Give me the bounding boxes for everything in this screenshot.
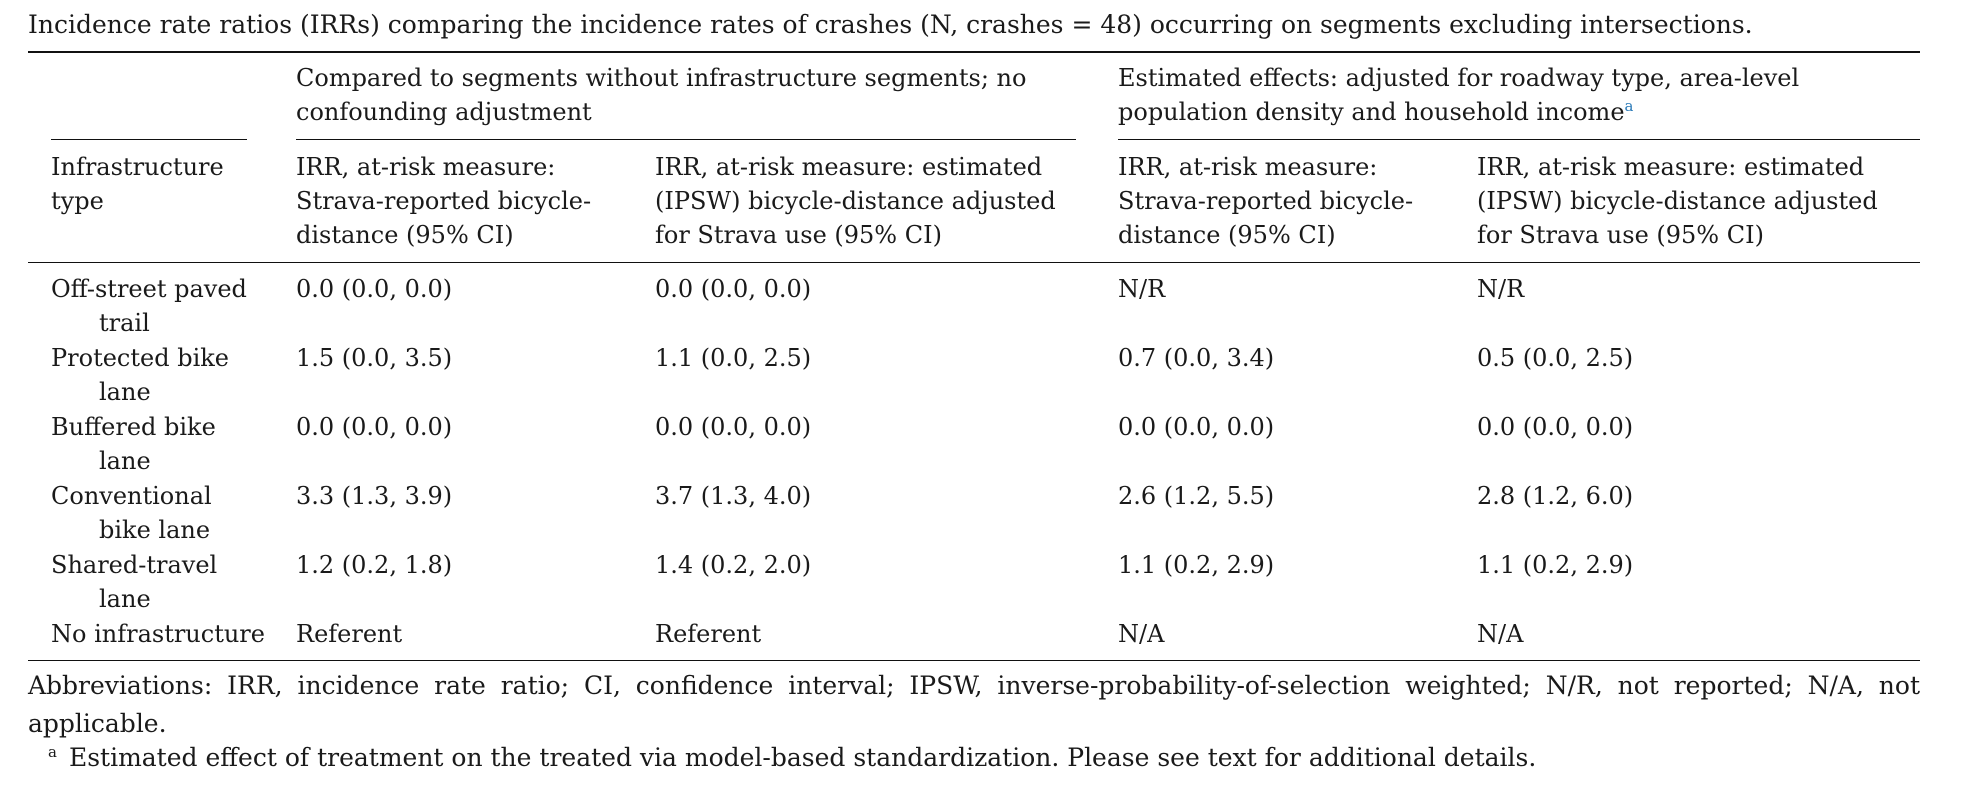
header-rule-type: [51, 139, 247, 140]
column-header-infrastructure-type: Infrastructure type: [51, 153, 224, 215]
row-label-protected-bike-lane: Protected bike lane: [51, 344, 229, 406]
header-rule-adjusted: [1118, 139, 1920, 140]
table-cell: N/R: [1477, 275, 1525, 303]
table-cell: 1.1 (0.2, 2.9): [1118, 551, 1275, 579]
abbreviations-note: Abbreviations: IRR, incidence rate ratio…: [28, 671, 1920, 738]
table-cell: 1.2 (0.2, 1.8): [296, 551, 453, 579]
table-cell: N/A: [1118, 620, 1165, 648]
table-cell: 1.1 (0.0, 2.5): [655, 344, 812, 372]
table-cell: 3.3 (1.3, 3.9): [296, 482, 453, 510]
column-header-unadj-strava: IRR, at-risk measure: Strava-reported bi…: [296, 153, 592, 249]
table-cell: N/R: [1118, 275, 1166, 303]
row-label-no-infrastructure: No infrastructure: [51, 620, 265, 648]
table-caption: Incidence rate ratios (IRRs) comparing t…: [28, 10, 1753, 39]
table-cell: 0.0 (0.0, 0.0): [1477, 413, 1634, 441]
table-cell: 0.0 (0.0, 0.0): [296, 413, 453, 441]
column-header-adj-ipsw: IRR, at-risk measure: estimated (IPSW) b…: [1477, 153, 1878, 249]
table-footnote: a Estimated effect of treatment on the tr…: [28, 741, 1920, 775]
table-cell: Referent: [296, 620, 403, 648]
table-cell: 3.7 (1.3, 4.0): [655, 482, 812, 510]
table-top-rule: [28, 51, 1920, 53]
table-cell: 0.7 (0.0, 3.4): [1118, 344, 1275, 372]
row-label-shared-travel-lane: Shared-travel lane: [51, 551, 218, 613]
table-cell: 0.0 (0.0, 0.0): [655, 275, 812, 303]
table-cell: 1.4 (0.2, 2.0): [655, 551, 812, 579]
header-rule-unadjusted: [296, 139, 1076, 140]
group-header-unadjusted: Compared to segments without infrastruct…: [296, 64, 1027, 126]
table-cell: N/A: [1477, 620, 1524, 648]
row-label-buffered-bike-lane: Buffered bike lane: [51, 413, 216, 475]
table-cell: 0.0 (0.0, 0.0): [1118, 413, 1275, 441]
table-cell: 0.5 (0.0, 2.5): [1477, 344, 1634, 372]
table-cell: 2.6 (1.2, 5.5): [1118, 482, 1275, 510]
table-bottom-rule: [28, 660, 1920, 661]
table-cell: 2.8 (1.2, 6.0): [1477, 482, 1634, 510]
footnote-marker-a: a: [1624, 97, 1634, 115]
footnote-text: Estimated effect of treatment on the tre…: [68, 743, 1537, 772]
column-header-adj-strava: IRR, at-risk measure: Strava-reported bi…: [1118, 153, 1414, 249]
table-cell: 1.1 (0.2, 2.9): [1477, 551, 1634, 579]
table-cell: 1.5 (0.0, 3.5): [296, 344, 453, 372]
footnote-marker: a: [48, 742, 57, 761]
row-label-conventional-bike-lane: Conventional bike lane: [51, 482, 212, 544]
column-header-unadj-ipsw: IRR, at-risk measure: estimated (IPSW) b…: [655, 153, 1056, 249]
group-header-adjusted: Estimated effects: adjusted for roadway …: [1118, 64, 1800, 126]
table-cell: Referent: [655, 620, 762, 648]
table-cell: 0.0 (0.0, 0.0): [655, 413, 812, 441]
row-label-off-street-paved-trail: Off-street paved trail: [51, 275, 247, 337]
table-cell: 0.0 (0.0, 0.0): [296, 275, 453, 303]
header-bottom-rule: [28, 262, 1920, 263]
